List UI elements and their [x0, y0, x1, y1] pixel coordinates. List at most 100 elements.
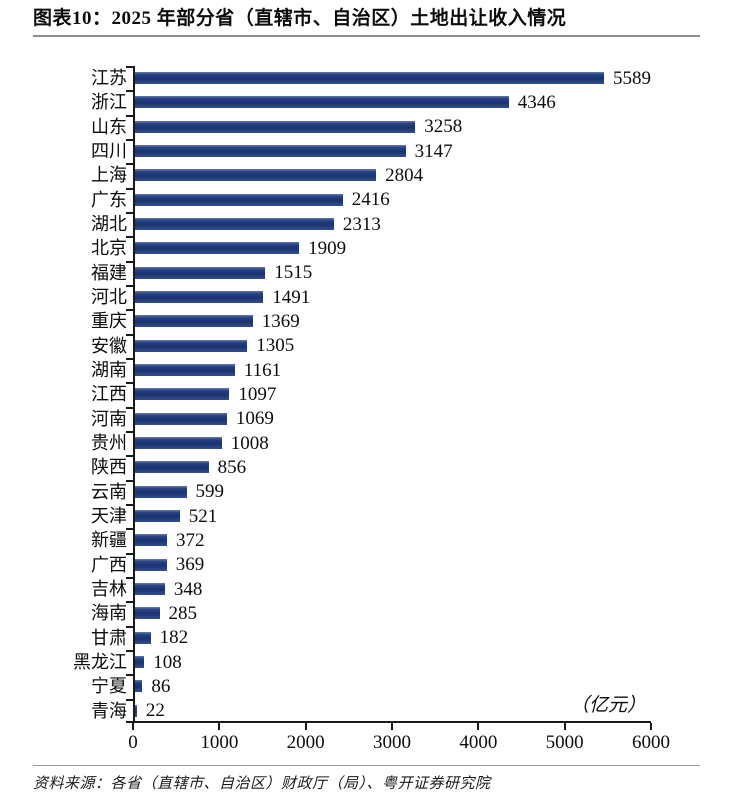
x-axis-tick-label: 4000: [459, 732, 498, 753]
bar: [135, 485, 187, 498]
chart-row: 吉林 348: [91, 577, 651, 601]
y-axis-tick: [126, 431, 134, 433]
bar: [135, 534, 167, 547]
x-axis-tick: [391, 723, 393, 730]
value-label: 4346: [517, 91, 556, 113]
chart-row: 青海 22: [91, 699, 651, 723]
bar: [135, 169, 377, 182]
x-axis-tick-label: 1000: [200, 732, 239, 753]
bar: [135, 437, 222, 450]
bar: [135, 145, 406, 158]
value-label: 1097: [238, 383, 277, 405]
y-axis-tick: [126, 674, 134, 677]
y-axis-tick: [126, 212, 134, 214]
category-label: 吉林: [91, 579, 127, 600]
value-label: 2416: [351, 189, 390, 211]
value-label: 3258: [424, 116, 463, 138]
y-axis-tick: [126, 285, 134, 287]
chart-row: 广西 369: [91, 553, 651, 577]
bar: [135, 266, 266, 279]
value-label: 1161: [243, 359, 282, 381]
source-text: 资料来源：各省（直辖市、自治区）财政厅（局）、粤开证券研究院: [33, 776, 491, 792]
value-label: 348: [173, 578, 203, 600]
category-label: 陕西: [91, 457, 127, 478]
chart-row: 四川 3147: [91, 139, 651, 163]
x-axis: 0 1000 2000 3000 4000 5000 6000: [128, 723, 670, 763]
bar: [135, 193, 343, 206]
chart-row: 河南 1069: [91, 407, 651, 431]
chart-row: 福建 1515: [91, 261, 651, 285]
y-axis-tick: [126, 406, 134, 409]
chart-row: 天津 521: [91, 504, 651, 528]
chart-row: 江苏 5589: [91, 66, 651, 90]
value-label: 521: [188, 505, 218, 527]
chart-header: 图表10：2025 年部分省（直辖市、自治区）土地出让收入情况: [0, 0, 731, 37]
title-divider: [33, 35, 700, 37]
category-label: 青海: [91, 700, 127, 721]
category-label: 贵州: [91, 433, 127, 454]
category-label: 北京: [91, 238, 127, 259]
y-axis-tick: [126, 601, 134, 604]
value-label: 1491: [272, 286, 311, 308]
y-axis-tick: [126, 163, 134, 166]
chart-row: 贵州 1008: [91, 431, 651, 455]
chart-row: 海南 285: [91, 601, 651, 625]
y-axis-tick: [126, 504, 134, 506]
y-axis-tick: [126, 479, 134, 482]
value-label: 369: [175, 554, 205, 576]
y-axis-tick: [126, 90, 134, 93]
chart-row: 上海 2804: [91, 163, 651, 187]
bar: [135, 218, 334, 231]
chart-row: 黑龙江 108: [73, 650, 651, 674]
category-label: 江西: [91, 384, 127, 405]
category-label: 上海: [91, 165, 127, 186]
value-label: 1369: [261, 310, 300, 332]
category-label: 湖北: [91, 214, 127, 235]
bar: [135, 364, 235, 377]
category-label: 宁夏: [91, 676, 127, 697]
category-label: 山东: [91, 116, 127, 137]
value-label: 22: [145, 700, 165, 722]
chart-row: 河北 1491: [91, 285, 651, 309]
chart-row: 新疆 372: [91, 528, 651, 552]
y-axis-tick: [126, 552, 134, 555]
category-label: 四川: [91, 141, 127, 162]
category-label: 云南: [91, 481, 127, 502]
bar: [135, 680, 143, 693]
bar: [135, 120, 416, 133]
y-axis-tick: [126, 260, 134, 263]
y-axis-tick: [126, 721, 134, 723]
x-axis-tick-label: 5000: [545, 732, 584, 753]
chart-row: 陕西 856: [91, 455, 651, 479]
category-label: 广西: [91, 554, 127, 575]
category-label: 湖南: [91, 360, 127, 381]
bar: [135, 388, 230, 401]
y-axis-tick: [126, 187, 134, 190]
y-axis-tick: [126, 66, 134, 68]
y-axis-tick: [126, 333, 134, 336]
bar: [135, 510, 180, 523]
x-axis-tick: [650, 723, 652, 730]
chart-row: 浙江 4346: [91, 90, 651, 114]
category-label: 重庆: [91, 311, 127, 332]
chart-row: 江西 1097: [91, 382, 651, 406]
y-axis-tick: [126, 625, 134, 628]
x-axis-tick: [132, 723, 134, 730]
y-axis-tick: [126, 698, 134, 701]
bar: [135, 72, 604, 85]
chart-row: 云南 599: [91, 480, 651, 504]
value-label: 1305: [256, 335, 295, 357]
value-label: 856: [217, 456, 247, 478]
category-label: 甘肃: [91, 627, 127, 648]
category-label: 河北: [91, 287, 127, 308]
chart-row: 甘肃 182: [91, 626, 651, 650]
x-axis-tick-label: 0: [128, 732, 138, 753]
bar: [135, 461, 209, 474]
category-label: 安徽: [91, 335, 127, 356]
bar: [135, 339, 248, 352]
x-axis-tick: [563, 723, 566, 730]
value-label: 1515: [274, 262, 313, 284]
unit-label: （亿元）: [569, 695, 646, 716]
y-axis-tick: [126, 114, 134, 117]
